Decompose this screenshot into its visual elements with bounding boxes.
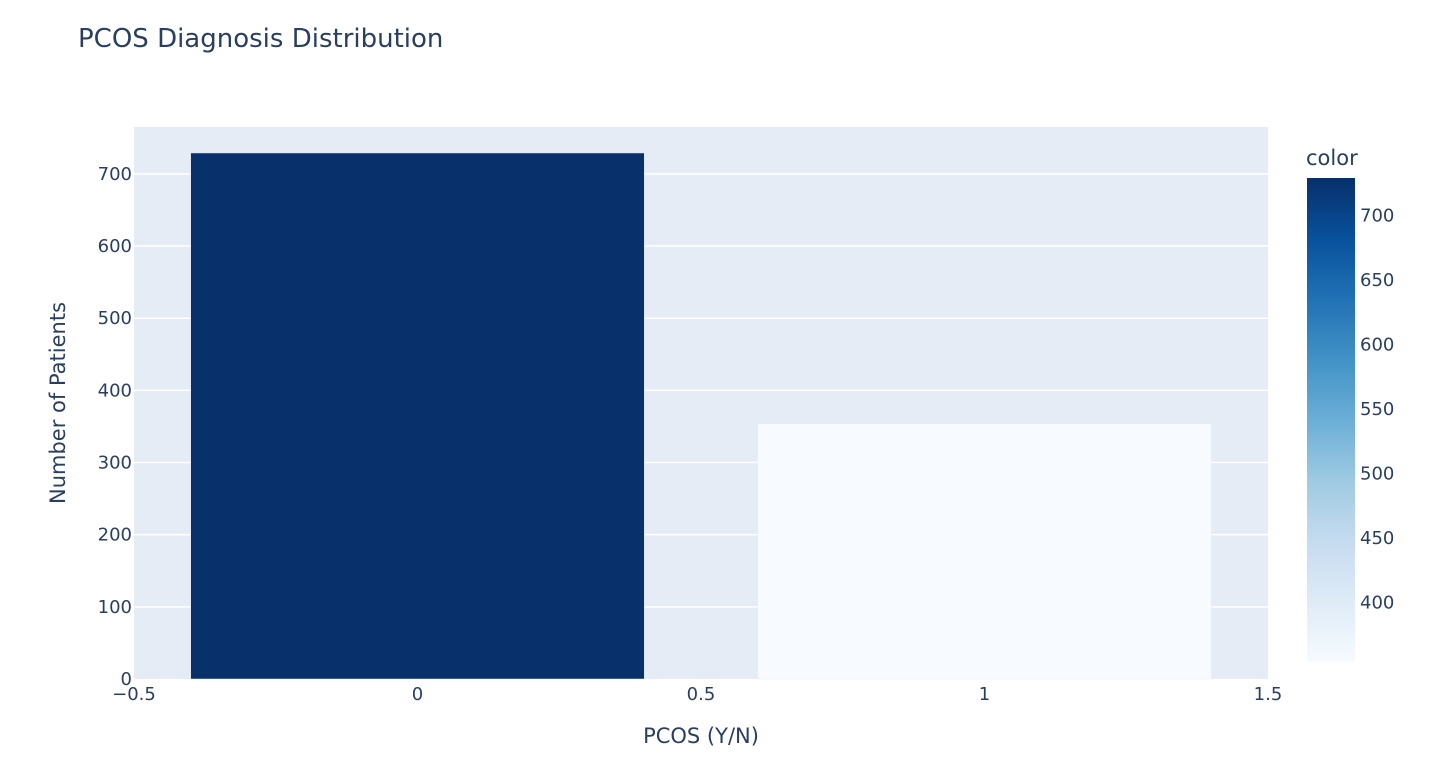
y-axis-title: Number of Patients xyxy=(46,302,70,504)
x-tick-label: −0.5 xyxy=(112,684,156,705)
colorbar-tick-label: 450 xyxy=(1360,528,1394,549)
x-tick-label: 1 xyxy=(979,684,990,705)
y-tick-label: 300 xyxy=(98,453,132,474)
colorbar-title: color xyxy=(1306,146,1358,170)
colorbar-tick-label: 550 xyxy=(1360,399,1394,420)
colorbar-tick-label: 700 xyxy=(1360,205,1394,226)
y-tick-label: 600 xyxy=(98,236,132,257)
chart-title: PCOS Diagnosis Distribution xyxy=(78,24,443,54)
y-tick-label: 700 xyxy=(98,164,132,185)
x-tick-label: 1.5 xyxy=(1254,684,1283,705)
y-tick-label: 200 xyxy=(98,525,132,546)
colorbar-ticks: 400 450 500 550 600 650 700 xyxy=(1360,205,1394,613)
colorbar-tick-label: 650 xyxy=(1360,270,1394,291)
x-axis-ticks: −0.5 0 0.5 1 1.5 xyxy=(112,684,1282,705)
colorbar-tick-label: 400 xyxy=(1360,593,1394,614)
y-tick-label: 0 xyxy=(121,669,132,690)
x-tick-label: 0 xyxy=(412,684,423,705)
y-axis-ticks: 0 100 200 300 400 500 600 700 xyxy=(98,164,132,690)
bar xyxy=(757,423,1212,680)
y-tick-label: 100 xyxy=(98,597,132,618)
x-axis-title: PCOS (Y/N) xyxy=(643,724,759,748)
bar xyxy=(190,152,645,680)
colorbar-tick-label: 600 xyxy=(1360,334,1394,355)
y-tick-label: 400 xyxy=(98,380,132,401)
bars xyxy=(190,152,1212,680)
colorbar-tick-label: 500 xyxy=(1360,464,1394,485)
y-tick-label: 500 xyxy=(98,308,132,329)
colorbar xyxy=(1307,178,1355,662)
x-tick-label: 0.5 xyxy=(687,684,716,705)
